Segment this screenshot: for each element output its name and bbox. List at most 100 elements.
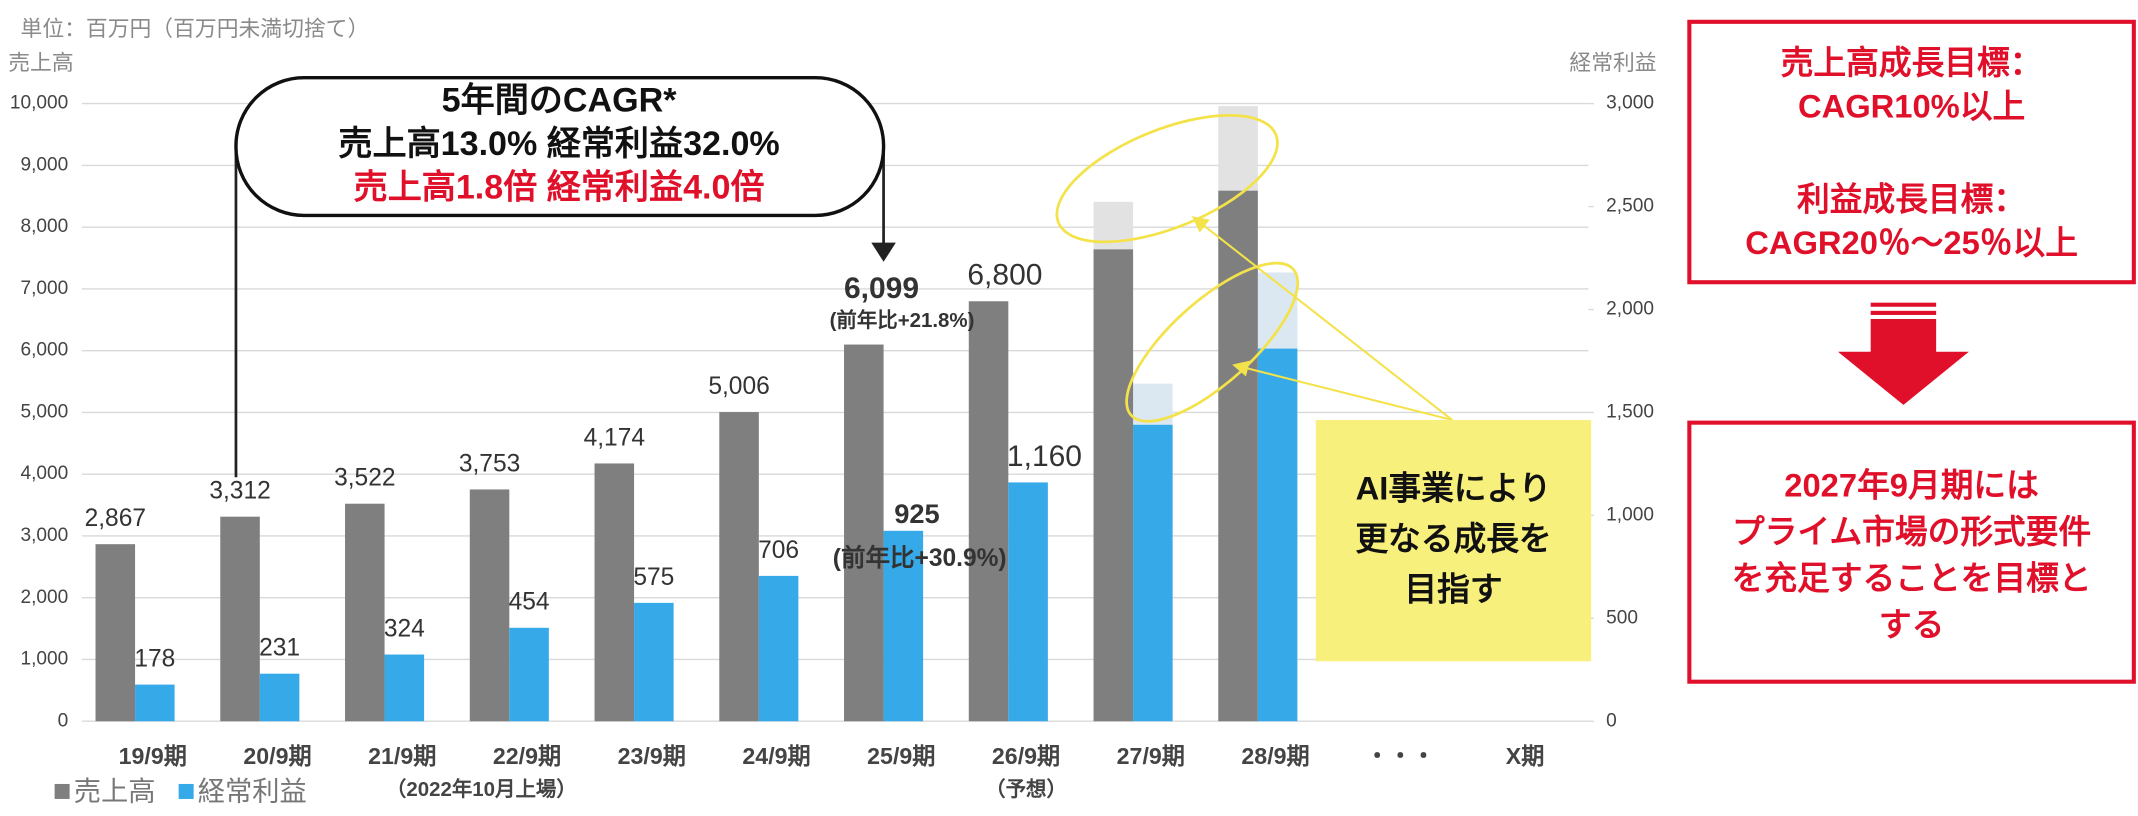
y2-tick-label: 1,000 [1606,504,1654,525]
bar [135,684,175,722]
y-tick-label: 10,000 [10,93,68,114]
x-tick-label: 25/9期 [867,743,935,769]
y-tick-label: 3,000 [21,525,69,546]
data-label: 4,174 [584,424,645,451]
bar [634,602,674,722]
bar [758,575,799,722]
down-arrow [1837,302,1969,405]
data-label: 231 [259,635,300,662]
data-label: 2,867 [85,505,146,532]
x-sublabel: （予想） [985,778,1067,801]
y2-tick-label: 1,500 [1606,401,1654,422]
y-tick-label: 1,000 [21,649,69,670]
plan-text: プライム市場の形式要件 [1732,513,2091,550]
highlight-ellipse [1055,113,1279,244]
data-label: 1,160 [1007,440,1082,473]
ai-text: AI事業により [1356,469,1552,506]
bar [95,544,136,722]
data-label: 454 [509,589,550,616]
x-tick-label: 23/9期 [618,743,686,769]
ai-text: 更なる成長を [1355,520,1551,557]
goal-text: CAGR20％～25％以上 [1745,224,2078,261]
y-tick-label: 4,000 [21,463,69,484]
bar [1008,482,1048,722]
callout-text: 売上高1.8倍 経常利益4.0倍 [354,169,765,207]
y-tick-label: 8,000 [21,216,69,237]
legend-swatch [178,783,194,799]
y2-tick-label: 2,500 [1606,196,1654,217]
pointer [1232,360,1453,421]
callout-text: 5年間のCAGR* [442,81,678,119]
x-tick-label: 24/9期 [742,743,810,769]
bar [1218,190,1258,722]
data-label: 3,522 [334,465,395,492]
data-label: 5,006 [708,373,769,400]
data-label: 3,312 [209,478,270,505]
y2-tick-label: 2,000 [1606,299,1654,320]
goal-text: 利益成長目標： [1797,180,2026,217]
bar [1133,424,1173,722]
plan-text: 2027年9月期には [1784,467,2039,504]
bar [594,463,635,722]
data-label: 178 [134,646,175,673]
callout-box [234,76,886,218]
bar [719,412,759,722]
goal-text: CAGR10%以上 [1798,88,2025,125]
plan-text: を充足することを目標と [1732,559,2092,596]
y-tick-label: 7,000 [21,278,69,299]
unit-note: 単位：百万円（百万円未満切捨て） [21,16,370,41]
y-tick-label: 6,000 [21,340,69,361]
data-label: 925 [894,498,939,529]
legend-swatch [54,783,70,799]
bar [1093,249,1134,722]
callout-text: 売上高13.0% 経常利益32.0% [338,125,779,163]
pointer [1191,216,1453,421]
x-tick-label: 19/9期 [119,743,187,769]
data-label: 706 [758,537,799,564]
bar [345,503,385,722]
y2-tick-label: 3,000 [1606,93,1654,114]
data-label: 3,753 [459,450,520,477]
bar [384,654,425,722]
x-tick-label: 22/9期 [493,743,561,769]
legend-label: 経常利益 [198,776,307,807]
bar [509,627,549,722]
y2-tick-label: 500 [1606,607,1638,628]
bar [469,489,510,722]
x-tick-label: X期 [1506,743,1545,769]
y-tick-label: 2,000 [21,587,69,608]
annotation: (前年比+30.9%) [833,543,1007,572]
data-label: 6,800 [967,259,1042,292]
y-tick-label: 9,000 [21,154,69,175]
goal-box [1687,19,2136,285]
bar [259,673,300,722]
x-tick-label: 26/9期 [992,743,1060,769]
y-tick-label: 5,000 [21,401,69,422]
plan-box [1687,420,2136,684]
legend-label: 売上高 [74,776,156,807]
y2-tick-label: 0 [1606,710,1617,731]
data-label: 324 [384,615,425,642]
x-tick-label: ・・・ [1366,743,1435,769]
x-tick-label: 27/9期 [1117,743,1185,769]
x-sublabel: （2022年10月上場） [386,777,577,801]
data-label: 6,099 [844,272,919,305]
plan-text: する [1879,606,1944,643]
y-tick-label: 0 [58,710,69,731]
y2-axis-title: 経常利益 [1569,50,1656,75]
x-tick-label: 28/9期 [1241,743,1309,769]
annotation: (前年比+21.8%) [830,308,975,332]
x-tick-label: 21/9期 [368,743,436,769]
bar [220,516,260,722]
bar [883,530,924,722]
ai-box [1315,419,1592,662]
ai-text: 目指す [1404,570,1502,607]
goal-text: 売上高成長目標： [1781,44,2043,81]
bar [844,344,884,722]
bar [1257,348,1298,722]
data-label: 575 [633,564,674,591]
bar [968,301,1009,722]
x-tick-label: 20/9期 [243,743,311,769]
